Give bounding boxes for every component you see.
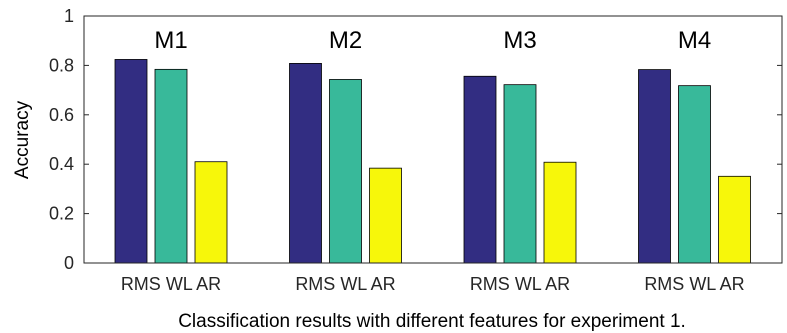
x-tick-label: RMS WL AR	[470, 274, 570, 294]
y-axis: 0 0.2 0.4 0.6 0.8 1	[49, 6, 782, 273]
y-tick-label: 0.6	[49, 105, 74, 125]
bar-m1-rms	[114, 59, 148, 264]
bar-m2-ar	[369, 167, 402, 264]
bar-m4-rms	[638, 69, 671, 264]
bar-m4-ar	[718, 175, 751, 264]
x-axis: RMS WL AR RMS WL AR RMS WL AR RMS WL AR	[121, 274, 745, 294]
x-tick-label: RMS WL AR	[295, 274, 395, 294]
group-label: M1	[154, 27, 187, 54]
bar-m1-ar	[194, 161, 228, 264]
plot-frame	[83, 15, 783, 264]
group-label: M4	[678, 27, 711, 54]
bar-m3-wl	[503, 84, 537, 264]
figure-caption: Classification results with different fe…	[178, 311, 686, 332]
bar-m3-rms	[463, 75, 497, 264]
bar-m2-rms	[289, 63, 322, 264]
x-tick-label: RMS WL AR	[644, 274, 744, 294]
bars-layer	[114, 59, 751, 264]
y-tick-label: 1	[64, 6, 74, 26]
y-tick-label: 0.4	[49, 154, 74, 174]
bar-m1-wl	[154, 68, 188, 264]
group-labels: M1 M2 M3 M4	[154, 27, 711, 54]
y-tick-label: 0.2	[49, 204, 74, 224]
group-label: M3	[503, 27, 536, 54]
bar-m3-ar	[543, 161, 577, 264]
bar-m4-wl	[678, 85, 711, 264]
x-tick-label: RMS WL AR	[121, 274, 221, 294]
y-axis-label: Accuracy	[12, 100, 33, 179]
y-tick-label: 0.8	[49, 55, 74, 75]
group-label: M2	[329, 27, 362, 54]
y-tick-label: 0	[64, 253, 74, 273]
bar-m2-wl	[329, 79, 362, 264]
